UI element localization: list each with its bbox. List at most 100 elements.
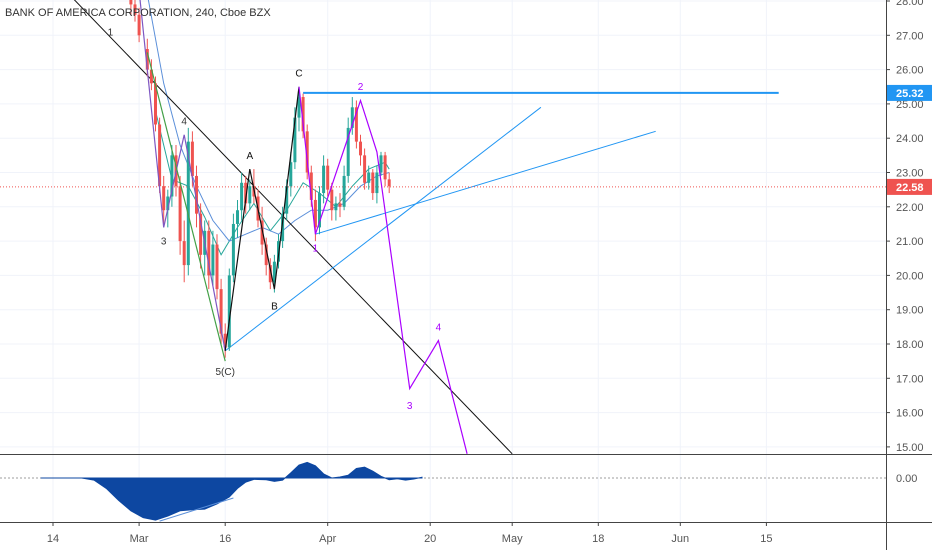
candle-body <box>186 141 190 266</box>
candle-body <box>145 49 149 70</box>
candle <box>346 117 350 183</box>
trendline <box>315 130 656 235</box>
candle-body <box>149 69 153 84</box>
candle-body <box>305 131 309 173</box>
candle <box>301 93 305 139</box>
candle-body <box>367 172 371 183</box>
candle <box>182 220 186 283</box>
wave-path <box>298 86 468 454</box>
candle-body <box>231 223 235 276</box>
candle <box>387 172 391 194</box>
candle-body <box>240 182 244 211</box>
candle <box>215 234 219 300</box>
price-tick-label: 18.00 <box>896 339 924 351</box>
time-tick-label: 18 <box>592 533 604 545</box>
candle-body <box>301 97 305 132</box>
price-tick-label: 20.00 <box>896 270 924 282</box>
candle-body <box>219 289 223 334</box>
candle-body <box>379 155 383 173</box>
price-badge <box>887 178 932 195</box>
candle <box>211 230 215 286</box>
candle <box>149 59 153 91</box>
candle-body <box>195 175 198 214</box>
time-tick-label: 14 <box>47 533 59 545</box>
wave-path-layer <box>139 0 468 454</box>
candle <box>334 196 338 221</box>
candle <box>162 175 166 224</box>
price-tick-label: 26.00 <box>896 65 924 77</box>
candle-body <box>322 165 326 194</box>
candle-body <box>342 175 346 207</box>
wave-label: 1 <box>108 27 114 38</box>
candle <box>240 172 244 221</box>
time-tick-label: 15 <box>760 533 772 545</box>
candle-body <box>244 182 248 204</box>
candle <box>305 124 309 180</box>
candle-body <box>166 196 170 211</box>
candle-body <box>154 83 157 125</box>
candle <box>322 155 326 204</box>
candle-body <box>178 186 182 242</box>
annotation-layer: 1 3 4 5(C) A B C 1 2 3 4 <box>108 27 442 412</box>
candle <box>137 7 141 43</box>
candle <box>223 323 227 358</box>
candle-body <box>363 155 367 183</box>
candle <box>236 199 239 238</box>
candle <box>248 179 252 211</box>
candle-body <box>129 0 133 5</box>
candle-body <box>272 261 276 283</box>
candle <box>379 151 383 176</box>
candle-body <box>236 210 239 224</box>
candle <box>178 175 182 255</box>
candle-body <box>383 155 387 180</box>
oscillator-divergence-line <box>159 497 234 522</box>
candle-body <box>170 155 174 197</box>
candle <box>199 203 203 269</box>
time-tick-label: 20 <box>424 533 436 545</box>
wave-path <box>146 52 226 362</box>
time-tick-label: 16 <box>219 533 231 545</box>
candle-body <box>350 107 354 128</box>
candle-body <box>309 172 313 200</box>
candle-body <box>293 117 297 163</box>
candle <box>318 186 321 235</box>
price-tick-label: 28.00 <box>896 0 924 8</box>
price-tick-label: 25.00 <box>896 99 924 111</box>
candle <box>264 237 268 276</box>
candle-body <box>215 244 219 290</box>
wave-label: A <box>246 151 253 162</box>
trendline <box>224 106 542 352</box>
time-tick-label: Apr <box>319 533 336 545</box>
trendline-layer <box>0 0 886 454</box>
candle-body <box>227 275 231 348</box>
candle-body <box>199 213 203 255</box>
wave-label: 3 <box>161 237 167 248</box>
candle-body <box>264 244 268 266</box>
candle-body <box>289 162 293 187</box>
candle-body <box>359 141 362 156</box>
price-tick-label: 19.00 <box>896 305 924 317</box>
candle <box>338 193 342 218</box>
candle-body <box>387 179 391 187</box>
candle-body <box>285 186 289 214</box>
wave-label: 4 <box>181 116 187 127</box>
candle <box>244 175 248 214</box>
candle <box>330 182 334 221</box>
candle <box>350 97 354 135</box>
trendline <box>73 0 513 454</box>
candle <box>297 90 301 132</box>
price-tick-label: 15.00 <box>896 442 924 454</box>
price-tick-label: 27.00 <box>896 30 924 42</box>
candle <box>219 278 223 344</box>
wave-label: 5(C) <box>215 367 234 378</box>
candle <box>359 134 362 166</box>
wave-path <box>224 86 300 351</box>
candle-body <box>158 124 162 187</box>
candle-body <box>330 189 334 211</box>
candle-body <box>338 203 342 207</box>
candle <box>281 206 285 248</box>
candle <box>363 148 367 190</box>
oscillator-tick-label: 0.00 <box>896 473 917 485</box>
